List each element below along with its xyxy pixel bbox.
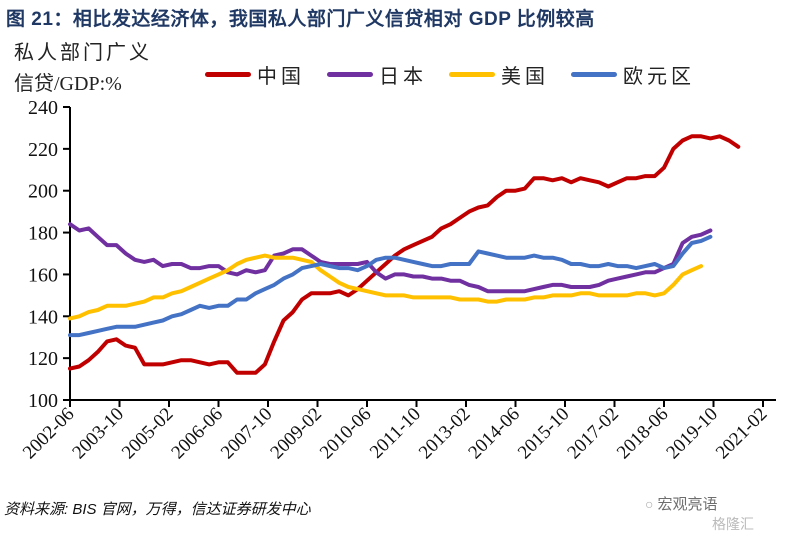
x-tick-label: 2013-02 [415,404,475,464]
source-note: 资料来源: BIS 官网，万得，信达证券研发中心 [4,501,311,518]
x-tick-label: 2017-02 [563,404,623,464]
legend-swatch-china [205,72,251,77]
legend-item-china: 中国 [205,60,305,89]
watermark-text: 宏观亮语 [657,496,718,513]
y-tick-label: 240 [28,97,58,119]
x-tick-label: 2007-10 [217,404,277,464]
wechat-icon: ○ [645,496,654,512]
axes: 1001201401601802002202402002-062003-1020… [19,97,776,463]
y-tick-label: 100 [28,390,58,412]
y-tick-label: 220 [28,139,58,161]
legend-swatch-japan [327,72,373,77]
x-tick-label: 2005-02 [118,404,178,464]
y-axis-label-line2: 信贷/GDP:% [14,73,122,95]
x-tick-label: 2021-02 [712,404,772,464]
y-axis-label-line1: 私人部门广义 [14,42,152,64]
legend-label-eurozone: 欧元区 [623,66,695,88]
x-tick-label: 2018-06 [613,404,673,464]
y-tick-label: 120 [28,348,58,370]
y-tick-label: 160 [28,264,58,286]
series-lines [68,134,741,375]
series-line-japan [68,222,713,294]
x-tick-label: 2002-06 [19,404,79,464]
x-tick-label: 2010-06 [316,404,376,464]
y-tick-label: 180 [28,223,58,245]
y-tick-label: 140 [28,306,58,328]
x-tick-label: 2014-06 [464,404,524,464]
legend-label-usa: 美国 [501,66,549,88]
chart-title: 图 21：相比发达经济体，我国私人部门广义信贷相对 GDP 比例较高 [6,9,595,30]
legend-label-japan: 日本 [379,66,427,88]
x-tick-label: 2015-10 [514,404,574,464]
legend-swatch-eurozone [571,72,617,77]
legend: 中国 日本 美国 欧元区 [205,60,717,89]
series-line-china [68,134,741,375]
series-line-eurozone [68,234,713,338]
legend-item-usa: 美国 [449,60,549,89]
legend-item-japan: 日本 [327,60,427,89]
x-tick-label: 2003-10 [68,404,128,464]
watermark-brand: 格隆汇 [712,516,754,532]
y-tick-label: 200 [28,181,58,203]
x-tick-label: 2011-10 [366,404,425,463]
x-tick-label: 2006-06 [167,404,227,464]
x-tick-label: 2019-10 [662,404,722,464]
legend-label-china: 中国 [257,66,305,88]
legend-swatch-usa [449,72,495,77]
x-tick-label: 2009-02 [266,404,326,464]
legend-item-eurozone: 欧元区 [571,60,695,89]
series-line-usa [68,253,704,321]
watermark: ○ 宏观亮语 [645,493,717,514]
